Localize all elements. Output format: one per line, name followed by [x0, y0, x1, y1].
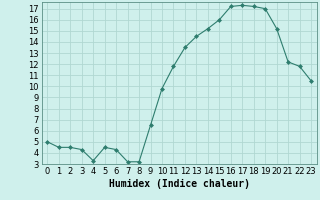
X-axis label: Humidex (Indice chaleur): Humidex (Indice chaleur)	[109, 179, 250, 189]
